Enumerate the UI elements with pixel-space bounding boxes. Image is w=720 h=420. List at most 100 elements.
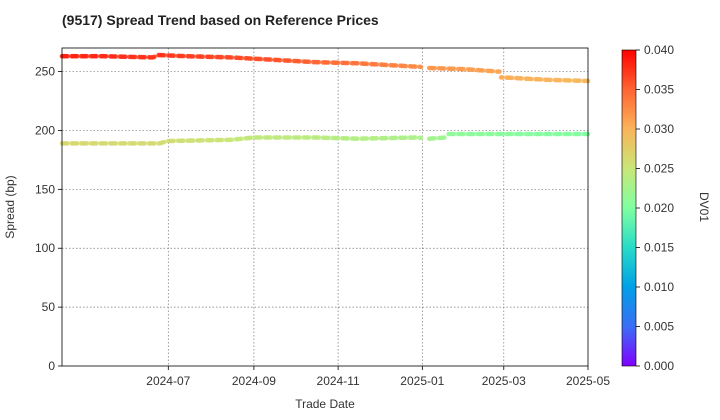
- data-point: [258, 56, 264, 62]
- data-point: [152, 141, 157, 146]
- data-point: [345, 136, 351, 141]
- data-point: [181, 138, 186, 143]
- data-point: [374, 136, 380, 141]
- data-point: [432, 136, 438, 141]
- data-point: [461, 131, 467, 137]
- x-tick-label: 2025-01: [400, 374, 444, 388]
- y-axis-label: Spread (bp): [3, 175, 17, 238]
- colorbar-tick-label: 0.015: [644, 241, 674, 255]
- y-tick-label: 0: [48, 359, 55, 373]
- y-tick-label: 200: [35, 123, 55, 137]
- data-point: [258, 135, 264, 140]
- y-tick-label: 250: [35, 65, 55, 79]
- data-point: [548, 131, 553, 137]
- y-axis-ticks: 0 50 100 150 200 250: [35, 65, 62, 373]
- data-point: [316, 59, 322, 65]
- data-point: [480, 131, 486, 137]
- data-point: [239, 136, 244, 142]
- chart-title: (9517) Spread Trend based on Reference P…: [62, 12, 379, 28]
- data-point: [345, 60, 351, 66]
- data-point: [413, 135, 418, 140]
- data-point: [248, 56, 254, 61]
- colorbar-tick-label: 0.025: [644, 162, 674, 176]
- data-point: [471, 67, 476, 73]
- data-point: [393, 63, 399, 68]
- data-point: [200, 54, 206, 59]
- data-point: [297, 135, 302, 140]
- data-point: [529, 76, 534, 82]
- data-point: [268, 135, 273, 140]
- plot-frame: [61, 47, 589, 367]
- data-point: [490, 131, 496, 137]
- data-point: [355, 61, 360, 66]
- data-point: [538, 77, 544, 82]
- data-point: [239, 55, 244, 61]
- colorbar-tick-label: 0.010: [644, 280, 674, 294]
- colorbar-tick-label: 0.005: [644, 320, 674, 334]
- colorbar-tick-label: 0.040: [644, 43, 674, 57]
- data-point: [567, 131, 573, 137]
- data-point: [287, 58, 293, 63]
- data-point: [84, 53, 90, 59]
- y-tick-label: 100: [35, 241, 55, 255]
- data-point: [335, 135, 341, 141]
- data-point: [84, 141, 90, 146]
- data-point: [94, 141, 99, 146]
- data-point: [123, 141, 128, 146]
- data-point: [519, 131, 524, 137]
- data-point: [277, 57, 283, 63]
- data-point: [190, 138, 196, 143]
- data-point: [497, 69, 502, 74]
- data-point: [500, 75, 505, 80]
- data-point: [529, 131, 534, 137]
- data-point: [364, 136, 370, 141]
- data-point: [413, 64, 418, 69]
- data-points: [59, 52, 591, 146]
- data-point: [200, 138, 206, 143]
- data-point: [418, 64, 424, 70]
- data-point: [229, 137, 235, 142]
- x-tick-label: 2024-11: [317, 374, 360, 388]
- colorbar-tick-label: 0.035: [644, 83, 674, 97]
- data-point: [65, 141, 70, 146]
- data-point: [103, 54, 109, 59]
- data-point: [490, 68, 496, 74]
- x-axis-label: Trade Date: [295, 397, 355, 411]
- data-point: [509, 131, 515, 137]
- data-point: [548, 77, 553, 83]
- data-point: [190, 54, 196, 59]
- data-point: [326, 60, 331, 65]
- data-point: [74, 53, 80, 59]
- x-tick-label: 2024-09: [232, 374, 276, 388]
- data-point: [74, 141, 80, 146]
- colorbar-tick-label: 0.030: [644, 122, 674, 136]
- data-point: [210, 54, 215, 60]
- data-point: [210, 137, 215, 143]
- data-point: [461, 66, 467, 72]
- data-point: [384, 62, 389, 68]
- data-point: [171, 53, 177, 58]
- colorbar-label: DV01: [697, 192, 711, 222]
- data-point: [152, 54, 157, 60]
- data-point: [500, 131, 505, 137]
- data-point: [451, 131, 457, 137]
- data-point: [519, 76, 524, 81]
- data-point: [103, 141, 109, 146]
- data-point: [374, 62, 380, 67]
- colorbar-tick-label: 0.000: [644, 359, 674, 373]
- data-point: [171, 138, 177, 144]
- data-point: [577, 131, 582, 137]
- colorbar: [621, 49, 637, 367]
- data-point: [248, 135, 254, 141]
- data-point: [306, 59, 312, 65]
- y-tick-label: 50: [42, 300, 56, 314]
- data-point: [229, 55, 235, 60]
- data-point: [113, 54, 119, 59]
- data-point: [577, 78, 582, 83]
- data-point: [316, 135, 322, 140]
- data-point: [393, 135, 399, 141]
- data-point: [161, 139, 167, 145]
- data-point: [161, 53, 167, 58]
- data-point: [442, 135, 447, 140]
